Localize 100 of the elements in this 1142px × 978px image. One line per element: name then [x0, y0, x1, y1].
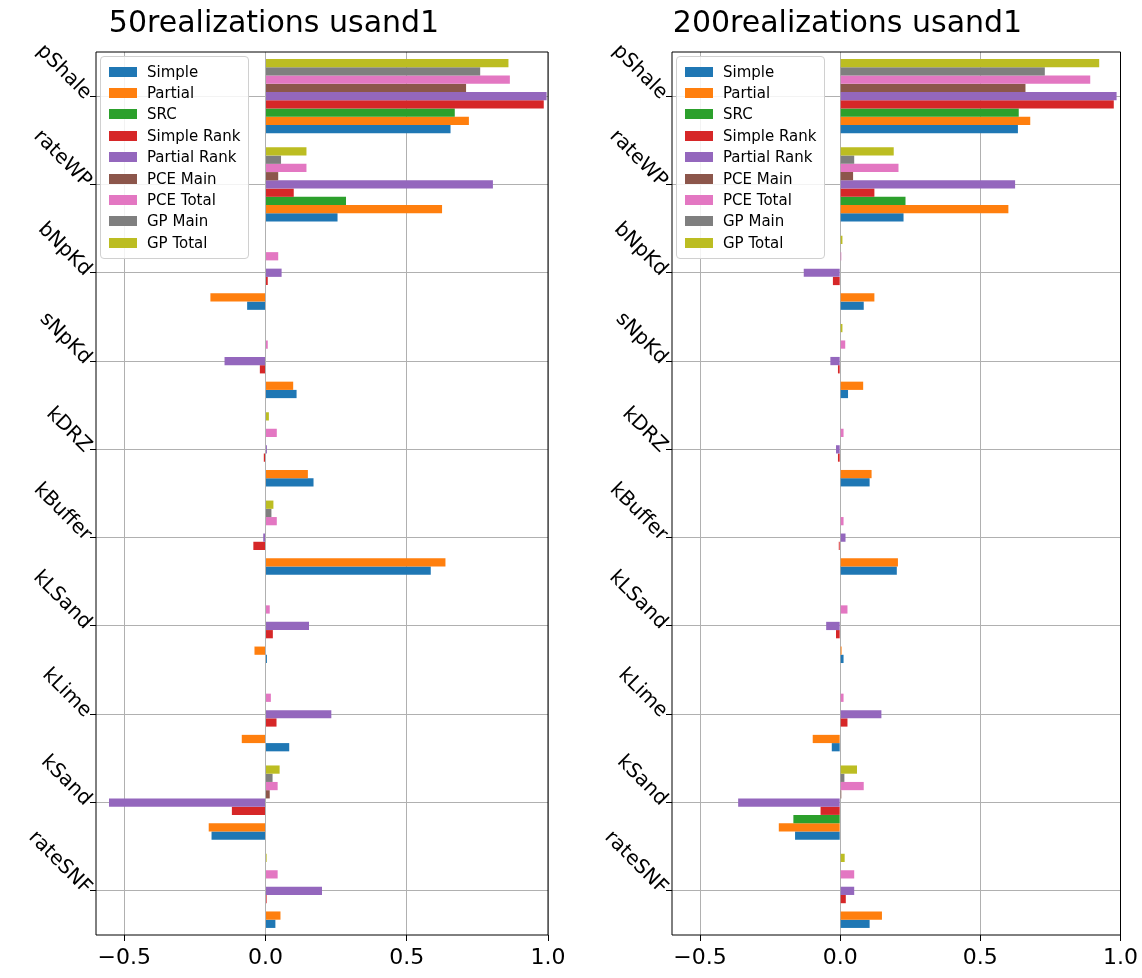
legend-label: Partial Rank — [147, 148, 237, 167]
bar — [210, 293, 265, 302]
bar — [266, 147, 307, 156]
bar — [803, 268, 840, 277]
bar — [840, 693, 844, 702]
bar — [266, 710, 332, 719]
bar — [840, 558, 898, 567]
bar — [266, 919, 276, 928]
bar — [266, 381, 294, 390]
bar — [840, 781, 864, 791]
bar — [840, 125, 1018, 134]
bar — [840, 163, 899, 173]
legend-label: GP Total — [723, 233, 784, 252]
bar — [266, 252, 279, 261]
bar — [266, 911, 281, 920]
bar — [830, 356, 840, 366]
bar — [840, 83, 1026, 93]
x-tick-label: −0.5 — [673, 943, 727, 969]
bar — [840, 911, 882, 920]
bar — [826, 621, 840, 631]
bar — [266, 765, 280, 774]
x-tick-label: 0.0 — [822, 943, 858, 969]
x-tick-label: 1.0 — [1103, 943, 1139, 969]
bar — [266, 517, 277, 526]
bar — [211, 831, 265, 840]
bar — [840, 853, 845, 863]
bar — [266, 213, 338, 222]
legend-label: GP Main — [723, 212, 785, 231]
bar — [840, 718, 848, 727]
bar — [840, 340, 846, 349]
bar — [266, 621, 310, 631]
bar — [253, 541, 265, 551]
x-tick-label: 0.5 — [962, 943, 998, 969]
bar — [778, 823, 840, 832]
bar — [840, 188, 875, 197]
bar — [266, 92, 547, 101]
bar — [840, 605, 848, 614]
bar — [793, 814, 840, 824]
bar — [208, 823, 265, 832]
bar — [266, 196, 347, 206]
legend-label: Partial — [147, 84, 195, 103]
bar — [266, 558, 446, 567]
bar — [840, 100, 1114, 109]
legend-label: Partial — [723, 84, 771, 103]
bar — [812, 734, 840, 744]
bar — [835, 630, 840, 639]
bar — [266, 773, 273, 782]
bar — [266, 205, 443, 214]
bar — [840, 155, 855, 164]
bar — [266, 500, 274, 509]
bar — [840, 180, 1016, 189]
chart-title: 50realizations usand1 — [108, 3, 440, 39]
legend-label: SRC — [147, 105, 177, 124]
bar — [840, 205, 1009, 214]
bar — [259, 365, 265, 374]
chart-title: 200realizations usand1 — [672, 3, 1023, 39]
bar — [840, 428, 844, 437]
legend-label: Simple — [147, 62, 199, 81]
bar — [840, 886, 855, 895]
bar — [840, 59, 1100, 68]
bar — [254, 646, 265, 655]
bar — [266, 188, 294, 197]
legend-label: GP Main — [147, 212, 209, 231]
bar — [266, 108, 455, 117]
bar — [266, 75, 510, 84]
bar — [266, 172, 279, 181]
bar — [266, 469, 308, 479]
legend-label: Simple — [723, 62, 775, 81]
legend-label: Simple Rank — [147, 126, 241, 145]
legend-label: GP Total — [147, 233, 208, 252]
bar — [266, 718, 277, 727]
legend-label: PCE Total — [147, 191, 216, 210]
bar — [840, 517, 844, 526]
bar — [738, 798, 840, 807]
bar — [266, 693, 271, 702]
bar — [840, 765, 858, 774]
legend-label: Simple Rank — [723, 126, 817, 145]
bar — [820, 806, 840, 815]
bar — [840, 172, 854, 181]
bar — [840, 478, 870, 487]
x-tick-label: 0.5 — [389, 943, 425, 969]
legend-label: Partial Rank — [723, 148, 813, 167]
bar — [840, 293, 875, 302]
legend-label: PCE Main — [147, 169, 217, 188]
bar — [266, 163, 307, 173]
bar — [266, 566, 431, 575]
bar — [266, 268, 282, 277]
bar — [266, 428, 277, 437]
bar — [840, 108, 1019, 117]
bar — [266, 155, 282, 164]
bar — [266, 67, 481, 76]
bar — [840, 92, 1117, 101]
bar — [840, 381, 864, 390]
bar — [840, 213, 904, 222]
bar — [266, 478, 314, 487]
bar — [109, 798, 265, 807]
bar — [266, 180, 493, 189]
bar — [835, 445, 840, 454]
bar — [795, 831, 840, 840]
bar — [840, 566, 897, 575]
